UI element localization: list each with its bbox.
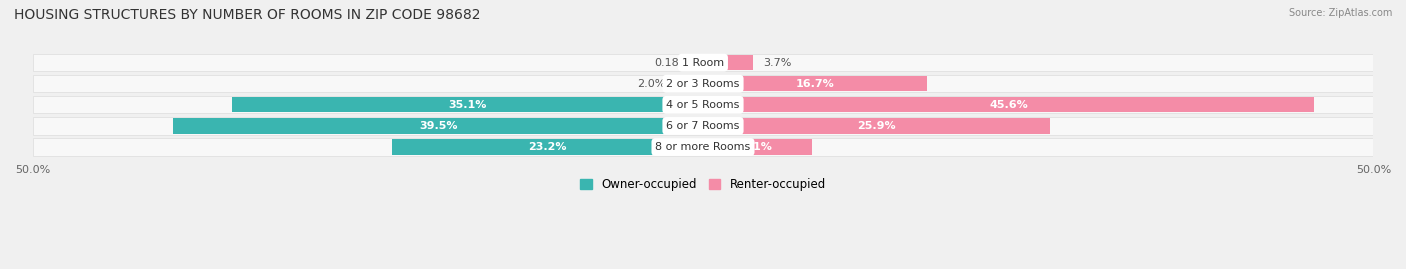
Text: 16.7%: 16.7% bbox=[796, 79, 834, 89]
Bar bbox=[32, 54, 1374, 71]
Text: 3.7%: 3.7% bbox=[763, 58, 792, 68]
Bar bbox=[392, 139, 703, 155]
Text: Source: ZipAtlas.com: Source: ZipAtlas.com bbox=[1288, 8, 1392, 18]
Bar bbox=[32, 96, 1374, 114]
Text: 4 or 5 Rooms: 4 or 5 Rooms bbox=[666, 100, 740, 110]
Text: 0.18%: 0.18% bbox=[654, 58, 690, 68]
Text: 8.1%: 8.1% bbox=[742, 142, 773, 152]
Bar bbox=[32, 75, 1374, 92]
Text: HOUSING STRUCTURES BY NUMBER OF ROOMS IN ZIP CODE 98682: HOUSING STRUCTURES BY NUMBER OF ROOMS IN… bbox=[14, 8, 481, 22]
Legend: Owner-occupied, Renter-occupied: Owner-occupied, Renter-occupied bbox=[575, 173, 831, 196]
Text: 39.5%: 39.5% bbox=[419, 121, 457, 131]
Text: 6 or 7 Rooms: 6 or 7 Rooms bbox=[666, 121, 740, 131]
Text: 8 or more Rooms: 8 or more Rooms bbox=[655, 142, 751, 152]
Text: 23.2%: 23.2% bbox=[529, 142, 567, 152]
Text: 2.0%: 2.0% bbox=[637, 79, 665, 89]
Bar bbox=[703, 118, 1050, 133]
Bar bbox=[32, 138, 1374, 156]
Text: 2 or 3 Rooms: 2 or 3 Rooms bbox=[666, 79, 740, 89]
Bar bbox=[676, 76, 703, 91]
Bar bbox=[700, 55, 703, 70]
Text: 1 Room: 1 Room bbox=[682, 58, 724, 68]
Bar bbox=[173, 118, 703, 133]
Bar bbox=[703, 97, 1315, 112]
Bar bbox=[703, 76, 927, 91]
Text: 35.1%: 35.1% bbox=[449, 100, 486, 110]
Bar bbox=[32, 117, 1374, 134]
Text: 25.9%: 25.9% bbox=[858, 121, 896, 131]
Text: 45.6%: 45.6% bbox=[990, 100, 1028, 110]
Bar bbox=[703, 139, 811, 155]
Bar bbox=[232, 97, 703, 112]
Bar bbox=[703, 55, 752, 70]
